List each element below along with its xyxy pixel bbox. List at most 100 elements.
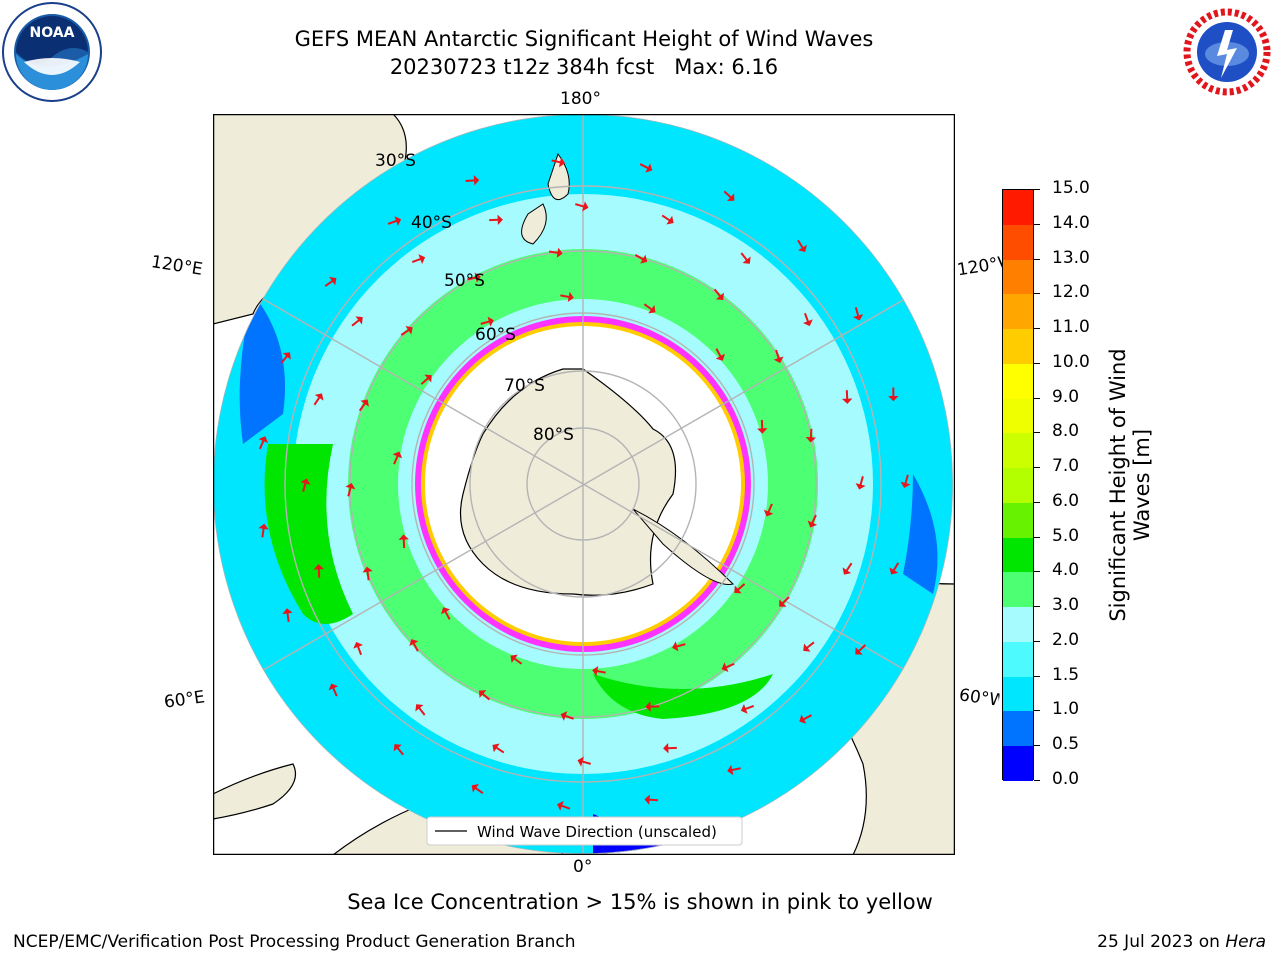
colorbar-tick-label: 13.0	[1052, 247, 1090, 268]
antarctic-map: 30°S 40°S 50°S 60°S 70°S 80°S Wind Wave …	[213, 114, 955, 855]
colorbar-segment	[1003, 711, 1033, 747]
colorbar-segment	[1003, 329, 1033, 364]
wind-wave-arrow	[366, 571, 370, 581]
wind-wave-arrow	[859, 476, 864, 486]
wind-wave-arrow	[324, 280, 334, 287]
wind-wave-arrow	[465, 179, 475, 182]
wind-wave-arrow	[358, 402, 366, 412]
wind-wave-arrow	[481, 692, 491, 701]
wind-wave-arrowhead	[471, 784, 479, 793]
wind-wave-arrowhead	[313, 564, 325, 570]
wind-wave-arrowhead	[779, 599, 787, 607]
wind-wave-arrow	[596, 670, 606, 674]
nws-logo-icon	[1179, 4, 1275, 100]
wind-wave-arrowhead	[740, 704, 748, 714]
wind-wave-arrowhead	[558, 157, 566, 168]
sea-ice-note: Sea Ice Concentration > 15% is shown in …	[347, 890, 933, 914]
wind-wave-arrowhead	[392, 451, 403, 459]
wind-wave-arrow	[676, 643, 686, 648]
map-legend	[426, 816, 743, 846]
wind-wave-arrowhead	[727, 764, 734, 776]
lat-label-50s: 50°S	[444, 271, 485, 291]
colorbar-segment	[1003, 607, 1033, 642]
colorbar-tick-label: 14.0	[1052, 212, 1090, 233]
wind-wave-arrowhead	[415, 704, 424, 712]
colorbar-segment	[1003, 502, 1033, 538]
wind-wave-arrowhead	[644, 794, 650, 805]
wind-wave-arrow	[564, 714, 574, 720]
colorbar-segment	[1003, 572, 1033, 608]
wind-wave-arrowhead	[853, 314, 864, 321]
colorbar-segment	[1003, 224, 1033, 260]
wind-wave-arrow	[634, 254, 644, 261]
wind-wave-arrowhead	[345, 483, 356, 490]
wind-wave-arrow	[418, 707, 426, 716]
wind-wave-arrowhead	[258, 523, 269, 530]
wind-wave-arrowhead	[474, 272, 481, 283]
wind-wave-arrow	[723, 190, 732, 199]
wind-wave-arrowhead	[889, 567, 899, 575]
wind-wave-arrow	[731, 767, 741, 772]
wind-wave-arrow	[797, 239, 804, 249]
wind-wave-arrow	[351, 319, 360, 327]
wind-wave-arrow	[643, 303, 653, 311]
madagascar-landmass	[213, 763, 297, 820]
wind-wave-arrow	[803, 312, 809, 323]
wind-wave-arrowhead	[855, 483, 866, 490]
wind-wave-arrowhead	[560, 711, 568, 721]
colorbar-segment	[1003, 433, 1033, 469]
wind-wave-arrowhead	[300, 478, 311, 485]
lon-label-120e: 120°E	[149, 252, 204, 280]
wind-wave-arrowhead	[900, 481, 911, 489]
colorbar-tick-label: 4.0	[1052, 560, 1080, 581]
wind-wave-arrow	[560, 294, 570, 298]
lat-label-40s: 40°S	[411, 213, 452, 233]
svg-text:NOAA: NOAA	[30, 25, 75, 41]
wind-wave-arrow	[904, 474, 909, 484]
wind-wave-arrow	[513, 657, 523, 665]
wind-wave-arrow	[467, 276, 477, 281]
wind-wave-arrow	[725, 662, 735, 669]
wind-wave-arrowhead	[807, 520, 818, 528]
wind-wave-arrowhead	[405, 325, 413, 335]
footer-branch: NCEP/EMC/Verification Post Processing Pr…	[13, 932, 576, 952]
wind-wave-arrow	[302, 482, 307, 492]
wind-wave-arrowhead	[645, 701, 651, 712]
wind-wave-arrow	[347, 487, 352, 497]
wind-wave-arrowhead	[479, 690, 487, 698]
wind-wave-arrow	[713, 288, 722, 297]
wind-wave-arrow	[740, 252, 748, 261]
wind-wave-arrowhead	[803, 319, 813, 327]
colorbar-tick-label: 0.0	[1052, 769, 1080, 789]
wind-wave-arrow	[357, 645, 363, 656]
wind-wave-arrow	[858, 644, 867, 652]
wind-wave-arrowhead	[424, 374, 432, 383]
wind-wave-arrow	[548, 250, 559, 254]
wind-wave-arrowhead	[329, 276, 337, 286]
wind-wave-arrow	[412, 642, 419, 652]
wind-wave-arrow	[495, 746, 505, 754]
wind-wave-arrow	[393, 455, 399, 465]
colorbar-segment	[1003, 363, 1033, 399]
wind-wave-arrow	[474, 787, 484, 794]
wind-wave-arrowhead	[492, 743, 500, 753]
wind-wave-arrowhead	[577, 756, 584, 767]
wind-wave-arrow	[286, 612, 290, 622]
wind-wave-arrow	[387, 219, 397, 225]
wind-wave-arrow	[551, 159, 561, 164]
wind-wave-arrow	[661, 214, 671, 222]
wind-wave-arrowhead	[721, 662, 729, 672]
wind-wave-arrow	[261, 528, 265, 538]
lat-label-70s: 70°S	[504, 376, 545, 396]
wind-wave-arrow	[737, 583, 746, 591]
wind-wave-arrowhead	[803, 643, 811, 652]
colorbar-segment	[1003, 537, 1033, 573]
colorbar-tick-label: 1.5	[1052, 664, 1080, 685]
wind-wave-arrowhead	[394, 216, 402, 226]
colorbar-segment	[1003, 190, 1033, 225]
wind-wave-arrowhead	[510, 654, 518, 664]
colorbar-tick-label: 0.5	[1052, 734, 1080, 755]
colorbar-tick-label: 7.0	[1052, 456, 1080, 477]
colorbar-tick-label: 8.0	[1052, 421, 1080, 442]
wind-wave-arrow	[744, 704, 755, 710]
